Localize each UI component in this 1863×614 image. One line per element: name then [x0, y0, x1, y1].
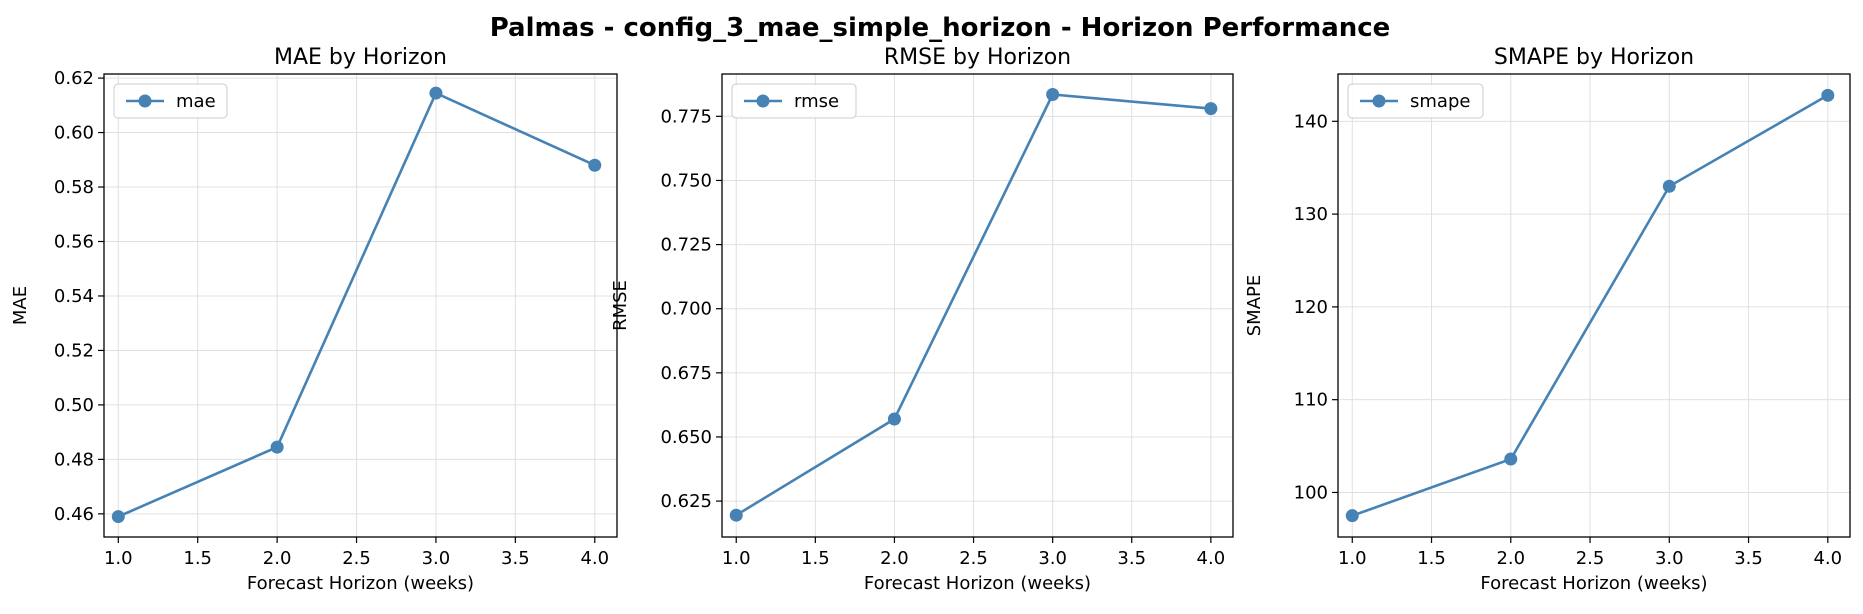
y-tick-label: 0.48 — [54, 449, 94, 470]
x-tick-label: 2.5 — [342, 548, 371, 569]
y-tick-label: 0.60 — [54, 123, 94, 144]
figure-title: Palmas - config_3_mae_simple_horizon - H… — [490, 13, 1391, 43]
y-tick-label: 0.62 — [54, 68, 94, 89]
x-tick-label: 4.0 — [580, 548, 609, 569]
x-tick-label: 3.5 — [1734, 548, 1763, 569]
y-tick-label: 120 — [1294, 297, 1328, 318]
chart-panel-1: 1.0 1.5 2.0 2.5 3.0 3.5 4.0 0.46 0.48 0.50 0.52 0.5… — [10, 45, 618, 594]
data-point — [1345, 509, 1359, 523]
legend-marker — [138, 94, 152, 108]
chart-panel-3: 1.0 1.5 2.0 2.5 3.0 3.5 4.0 100 110 120 130 140 smap… — [1244, 45, 1851, 594]
y-axis-label: SMAPE — [1244, 275, 1265, 337]
legend-box — [1347, 83, 1484, 119]
y-tick-label: 0.700 — [660, 299, 712, 320]
x-tick-label: 1.0 — [104, 548, 133, 569]
data-point — [1821, 88, 1835, 102]
axes-frame — [103, 73, 618, 538]
data-point — [588, 158, 602, 172]
x-tick-label: 2.0 — [263, 548, 292, 569]
y-tick-label: 0.650 — [660, 427, 712, 448]
legend-marker — [1372, 94, 1386, 108]
y-tick-label: 0.54 — [54, 286, 94, 307]
axes-frame — [1337, 73, 1851, 538]
x-axis-label: Forecast Horizon (weeks) — [1480, 573, 1707, 594]
x-tick-label: 2.0 — [1496, 548, 1525, 569]
data-point — [1662, 179, 1676, 193]
x-tick-label: 3.0 — [1038, 548, 1067, 569]
y-tick-label: 0.750 — [660, 170, 712, 191]
x-tick-label: 2.5 — [959, 548, 988, 569]
legend-marker — [756, 94, 770, 108]
x-tick-label: 3.5 — [501, 548, 530, 569]
y-tick-label: 0.625 — [660, 491, 712, 512]
x-tick-label: 4.0 — [1197, 548, 1226, 569]
x-tick-label: 3.0 — [1655, 548, 1684, 569]
legend-label: rmse — [794, 91, 839, 112]
y-tick-label: 0.46 — [54, 504, 94, 525]
y-tick-label: 110 — [1294, 390, 1328, 411]
chart-title: SMAPE by Horizon — [1494, 45, 1694, 70]
y-tick-label: 0.50 — [54, 395, 94, 416]
y-tick-label: 0.58 — [54, 177, 94, 198]
series-line-rmse — [735, 93, 1212, 517]
data-point — [887, 412, 901, 426]
x-tick-label: 2.5 — [1576, 548, 1605, 569]
legend-label: mae — [176, 91, 216, 112]
x-tick-label: 3.0 — [422, 548, 451, 569]
data-point — [111, 510, 125, 524]
series-line-mae — [117, 91, 596, 518]
x-tick-label: 4.0 — [1813, 548, 1842, 569]
data-point — [1046, 88, 1060, 102]
legend-box — [113, 83, 228, 119]
y-tick-label: 0.775 — [660, 106, 712, 127]
y-tick-label: 0.675 — [660, 363, 712, 384]
data-point — [1504, 452, 1518, 466]
y-tick-label: 100 — [1294, 482, 1328, 503]
x-tick-label: 1.5 — [1417, 548, 1446, 569]
x-tick-label: 2.0 — [880, 548, 909, 569]
x-tick-label: 1.5 — [801, 548, 830, 569]
data-point — [429, 86, 443, 100]
y-tick-label: 140 — [1294, 111, 1328, 132]
x-axis-label: Forecast Horizon (weeks) — [864, 573, 1091, 594]
y-tick-label: 0.56 — [54, 231, 94, 252]
x-axis-label: Forecast Horizon (weeks) — [247, 573, 474, 594]
axes-frame — [721, 73, 1234, 538]
legend-label: smape — [1410, 91, 1470, 112]
chart-panel-2: 1.0 1.5 2.0 2.5 3.0 3.5 4.0 0.625 0.650 0.675 0.70… — [610, 45, 1234, 594]
y-tick-label: 0.52 — [54, 340, 94, 361]
y-tick-label: 0.725 — [660, 235, 712, 256]
data-point — [729, 508, 743, 522]
series-line-smape — [1351, 94, 1829, 517]
x-tick-label: 1.5 — [183, 548, 212, 569]
x-tick-label: 1.0 — [1338, 548, 1367, 569]
y-tick-label: 130 — [1294, 204, 1328, 225]
data-point — [1204, 102, 1218, 116]
x-tick-label: 1.0 — [722, 548, 751, 569]
x-tick-label: 3.5 — [1117, 548, 1146, 569]
y-axis-label: RMSE — [610, 280, 631, 331]
chart-title: RMSE by Horizon — [884, 45, 1071, 70]
y-axis-label: MAE — [10, 286, 31, 325]
data-point — [270, 440, 284, 454]
legend-box — [731, 83, 857, 119]
chart-title: MAE by Horizon — [274, 45, 447, 70]
